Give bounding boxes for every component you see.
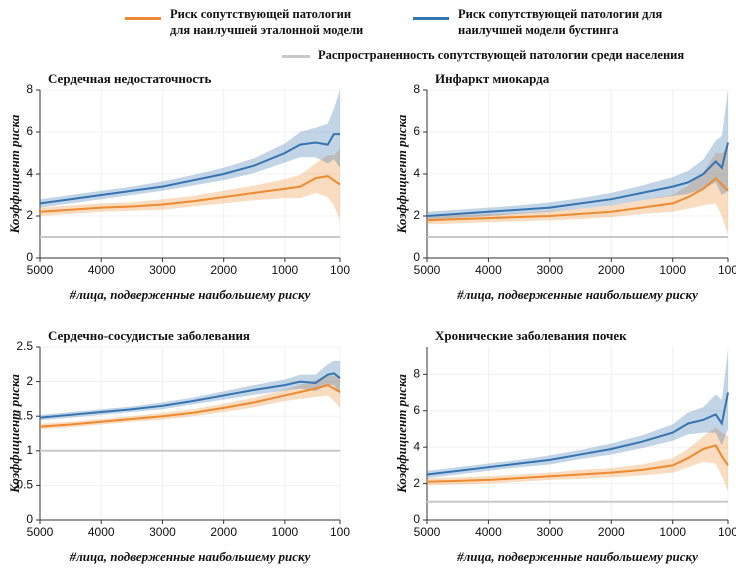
x-axis-label: #лица, подверженные наибольшему риску — [456, 287, 698, 302]
confidence-band — [40, 148, 340, 221]
x-tick-label: 2000 — [210, 525, 237, 539]
y-tick-label: 8 — [413, 366, 420, 380]
series-line — [39, 133, 340, 205]
y-tick-label: 4 — [413, 439, 420, 453]
confidence-band — [427, 90, 728, 221]
y-axis-label: Коэффициент риска — [394, 374, 409, 494]
y-axis-label: Коэффициент риска — [7, 374, 22, 494]
legend-swatch — [125, 17, 161, 20]
x-tick-label: 4000 — [475, 263, 502, 277]
x-tick-label: 5000 — [414, 263, 441, 277]
x-tick-label: 3000 — [537, 263, 564, 277]
y-tick-label: 6 — [413, 124, 420, 138]
y-tick-label: 2 — [413, 476, 420, 490]
x-tick-label: 1000 — [272, 263, 299, 277]
y-tick-label: 8 — [413, 82, 420, 96]
x-tick-label: 3000 — [149, 263, 176, 277]
x-tick-label: 1000 — [659, 263, 686, 277]
y-tick-label: 4 — [26, 166, 33, 180]
y-tick-label: 8 — [26, 82, 33, 96]
legend-swatch — [282, 55, 310, 58]
legend-swatch — [413, 17, 449, 20]
y-tick-label: 0 — [26, 250, 33, 264]
x-tick-label: 100 — [330, 263, 350, 277]
chart-title: Инфаркт миокарда — [435, 71, 550, 86]
y-tick-label: 6 — [26, 124, 33, 138]
y-tick-label: 0 — [413, 512, 420, 526]
confidence-band — [427, 146, 728, 235]
x-axis-label: #лица, подверженные наибольшему риску — [456, 549, 698, 564]
x-tick-label: 4000 — [475, 525, 502, 539]
x-tick-label: 5000 — [27, 525, 54, 539]
x-tick-label: 100 — [718, 525, 736, 539]
x-tick-label: 5000 — [414, 525, 441, 539]
x-tick-label: 2000 — [210, 263, 237, 277]
series-line — [39, 175, 341, 213]
series-line — [39, 372, 341, 419]
y-tick-label: 2 — [413, 208, 420, 222]
series-line — [39, 383, 341, 428]
y-tick-label: 2 — [26, 208, 33, 222]
y-tick-label: 2 — [26, 374, 33, 388]
x-tick-label: 2000 — [598, 263, 625, 277]
y-tick-label: 4 — [413, 166, 420, 180]
x-tick-label: 100 — [718, 263, 736, 277]
chart-title: Хронические заболевания почек — [435, 328, 627, 343]
series-line — [426, 444, 729, 483]
y-tick-label: 0.5 — [16, 478, 33, 492]
legend-entry: Риск сопутствующей патологии для наилучш… — [458, 7, 663, 37]
y-tick-label: 0 — [413, 250, 420, 264]
series-line — [426, 392, 729, 476]
confidence-band — [427, 427, 728, 491]
y-axis-label: Коэффициент риска — [7, 114, 22, 234]
y-tick-label: 2.5 — [16, 339, 33, 353]
series-line — [426, 176, 729, 222]
x-tick-label: 2000 — [598, 525, 625, 539]
x-axis-label: #лица, подверженные наибольшему риску — [69, 549, 311, 564]
series-line — [426, 142, 729, 217]
y-tick-label: 0 — [26, 512, 33, 526]
y-tick-label: 6 — [413, 403, 420, 417]
x-tick-label: 1000 — [272, 525, 299, 539]
chart-title: Сердечная недостаточность — [48, 71, 212, 86]
x-axis-label: #лица, подверженные наибольшему риску — [69, 287, 311, 302]
x-tick-label: 1000 — [659, 525, 686, 539]
x-tick-label: 3000 — [537, 525, 564, 539]
legend-entry: Распространенность сопутствующей патолог… — [318, 48, 685, 62]
x-tick-label: 4000 — [88, 525, 115, 539]
x-tick-label: 3000 — [149, 525, 176, 539]
x-tick-label: 4000 — [88, 263, 115, 277]
chart-title: Сердечно-сосудистые заболевания — [48, 328, 250, 343]
confidence-band — [40, 90, 340, 208]
y-axis-label: Коэффициент риска — [394, 114, 409, 234]
y-tick-label: 1 — [26, 443, 33, 457]
x-tick-label: 5000 — [27, 263, 54, 277]
y-tick-label: 1.5 — [16, 408, 33, 422]
confidence-band — [427, 350, 728, 479]
legend-entry: Риск сопутствующей патологии для наилучш… — [170, 7, 364, 37]
x-tick-label: 100 — [330, 525, 350, 539]
